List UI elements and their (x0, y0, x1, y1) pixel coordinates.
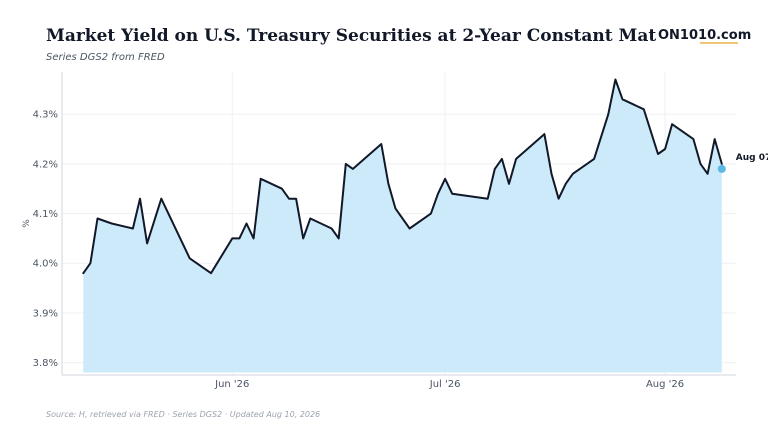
chart-subtitle: Series DGS2 from FRED (46, 52, 165, 63)
y-tick-label: 3.9% (33, 308, 58, 319)
end-point-label: Aug 07, 2 (736, 153, 768, 163)
x-tick-label: Jul '26 (429, 379, 461, 390)
y-tick-label: 4.1% (33, 209, 58, 220)
x-tick-label: Jun '26 (214, 379, 249, 390)
series-line (82, 78, 723, 275)
brand-underline (700, 42, 738, 44)
source-note: Source: H, retrieved via FRED · Series D… (46, 410, 321, 419)
brand-logo[interactable]: ON1010.com (656, 28, 754, 43)
chart-title: Market Yield on U.S. Treasury Securities… (46, 26, 666, 46)
series-area (83, 79, 722, 373)
y-tick-label: 4.0% (33, 259, 58, 270)
x-tick-label: Aug '26 (646, 379, 684, 390)
y-tick-label: 3.8% (33, 358, 58, 369)
end-point-marker (717, 164, 726, 173)
y-tick-label: 4.3% (33, 110, 58, 121)
y-tick-label: 4.2% (33, 159, 58, 170)
y-axis-label: % (22, 219, 32, 228)
